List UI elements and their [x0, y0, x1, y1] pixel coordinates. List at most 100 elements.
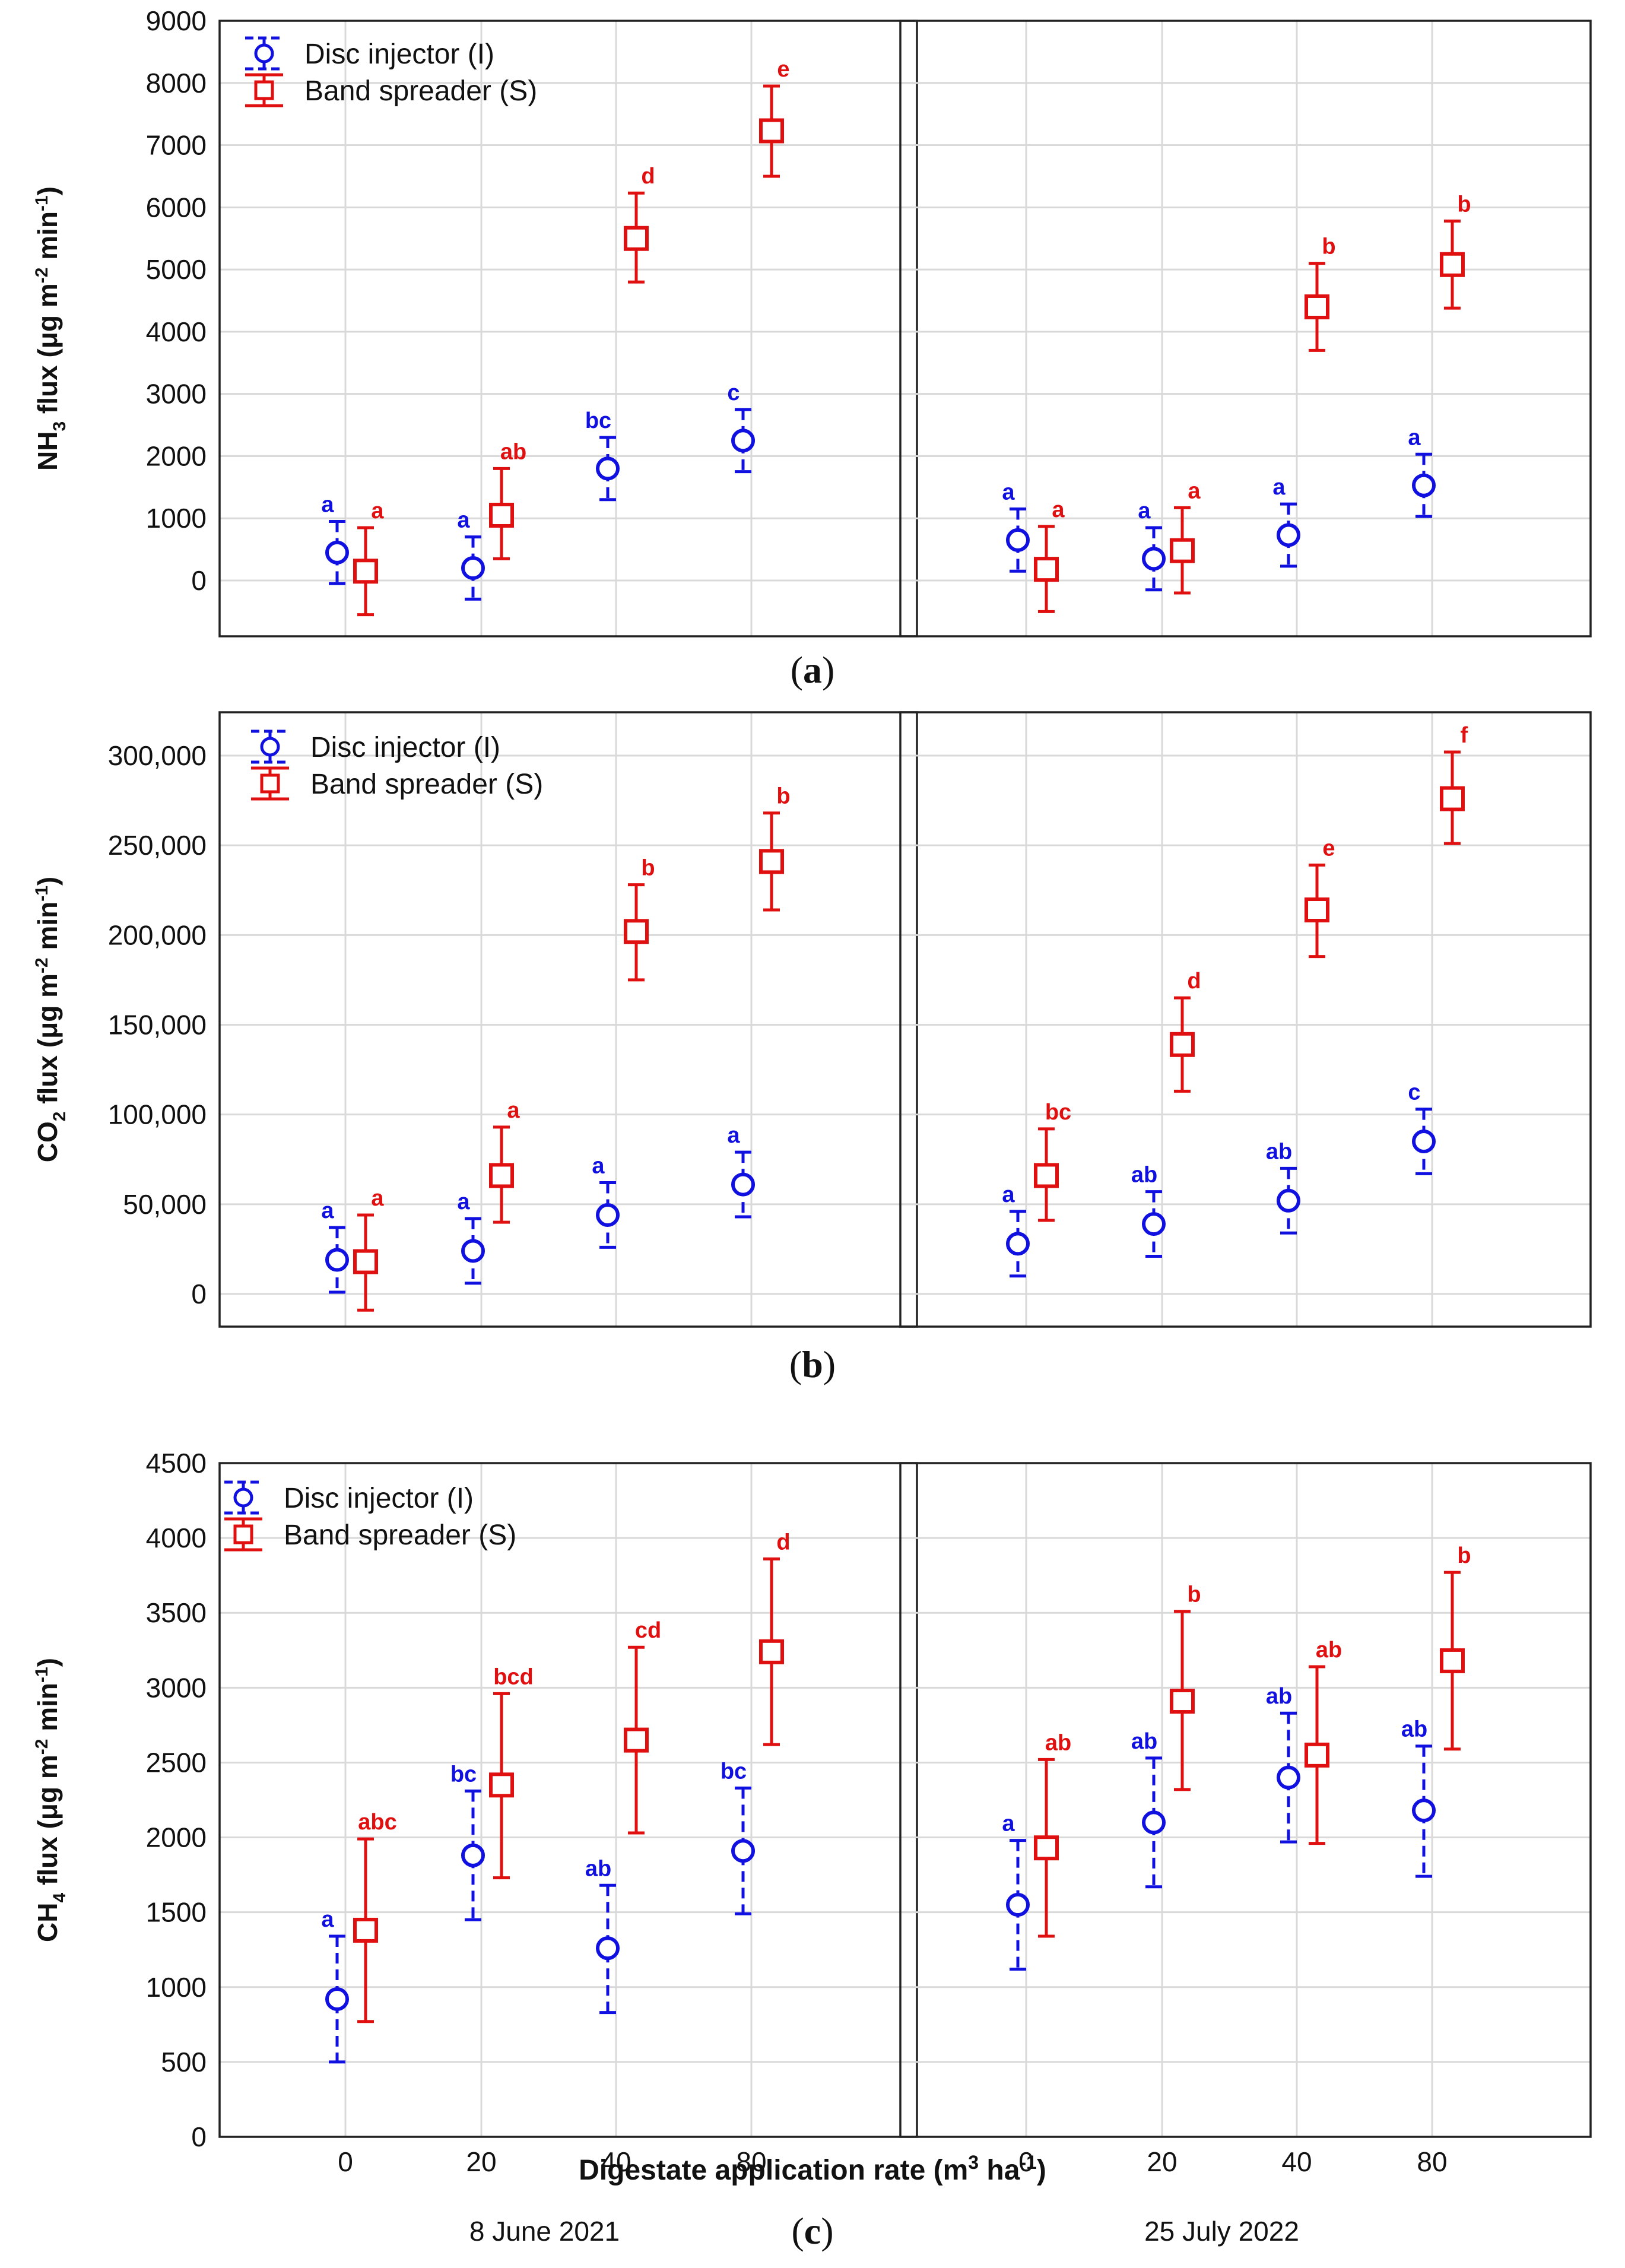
significance-letter: a: [1052, 497, 1065, 522]
significance-letter: a: [371, 499, 384, 524]
spreader-point: [489, 502, 514, 528]
y-tick-label: 300,000: [108, 740, 207, 771]
caption-letter: a: [803, 649, 822, 691]
injector-point: [1006, 1893, 1030, 1917]
y-tick-label: 5000: [146, 254, 207, 285]
significance-letter: c: [1408, 1080, 1420, 1105]
significance-letter: ab: [1266, 1684, 1292, 1709]
x-axis-title-part: -1: [1020, 2152, 1036, 2173]
y-axis-label-part: flux (μg m: [32, 1755, 63, 1893]
x-tick-label: 0: [338, 2146, 353, 2177]
significance-letter: a: [1002, 1812, 1015, 1836]
injector-point: [461, 556, 485, 581]
spreader-point: [624, 919, 649, 944]
significance-letter: b: [1322, 234, 1335, 259]
legend-spreader-marker: [254, 80, 274, 100]
significance-letter: a: [321, 1198, 334, 1223]
y-axis-label-part: 2: [50, 1112, 69, 1122]
spreader-point: [1305, 897, 1329, 923]
y-tick-label: 7000: [146, 130, 207, 161]
significance-letter: a: [371, 1186, 384, 1211]
legend-spreader-label: Band spreader (S): [304, 75, 537, 107]
significance-letter: abc: [358, 1810, 396, 1835]
panel-frame: [218, 20, 918, 637]
spreader-point: [759, 118, 784, 144]
y-axis-label-part: min: [32, 902, 63, 958]
significance-letter: bc: [1045, 1100, 1071, 1125]
y-tick-label: 6000: [146, 192, 207, 223]
y-tick-label: 2000: [146, 440, 207, 471]
spreader-point: [1440, 252, 1465, 277]
significance-letter: ab: [1131, 1729, 1157, 1754]
y-axis-label-part: flux (μg m: [32, 283, 63, 421]
significance-letter: b: [1187, 1582, 1201, 1607]
panel-date-label: 25 July 2022: [1144, 2216, 1299, 2247]
y-tick-label: 50,000: [123, 1189, 207, 1220]
significance-letter: b: [1457, 1543, 1471, 1568]
y-tick-label: 4000: [146, 316, 207, 347]
x-axis-title: Digestate application rate (m3 ha-1): [579, 2152, 1046, 2186]
panel-frame: [899, 1462, 1592, 2138]
injector-point: [461, 1843, 485, 1867]
y-tick-label: 4500: [146, 1448, 207, 1479]
x-tick-label: 80: [736, 2146, 766, 2177]
panel-caption: (b): [789, 1343, 836, 1385]
x-tick-label: 20: [466, 2146, 496, 2177]
legend-injector-marker: [233, 1487, 253, 1508]
y-axis-label: CO2 flux (μg m-2 min-1): [32, 877, 69, 1163]
injector-point: [1142, 1810, 1166, 1835]
y-axis-label-part: ): [32, 877, 63, 886]
panel-a-2: a a a a a a b b: [899, 20, 1592, 637]
injector-point: [1277, 1765, 1300, 1790]
y-axis-label-part: -1: [32, 195, 52, 211]
x-axis-title-part: Digestate application rate (m: [579, 2155, 968, 2186]
y-axis-label-part: flux (μg m: [32, 973, 63, 1112]
y-tick-label: 250,000: [108, 830, 207, 861]
legend-spreader-marker: [233, 1524, 253, 1544]
significance-letter: c: [727, 380, 739, 405]
caption-close: ): [823, 1343, 836, 1385]
legend-injector-label: Disc injector (I): [304, 39, 494, 70]
spreader-point: [1170, 1689, 1195, 1714]
significance-letter: a: [727, 1123, 740, 1148]
injector-point: [461, 1239, 485, 1263]
injector-point: [596, 456, 620, 481]
injector-point: [1142, 1212, 1166, 1236]
y-tick-label: 1000: [146, 1972, 207, 2003]
y-axis-label: CH4 flux (μg m-2 min-1): [32, 1658, 69, 1942]
chart-c: 050010001500200025003000350040004500CH4 …: [32, 1448, 1592, 2252]
x-tick-label: 40: [1281, 2146, 1312, 2177]
significance-letter: a: [1188, 478, 1201, 503]
y-axis-label-part: -1: [32, 1667, 52, 1683]
significance-letter: d: [1187, 969, 1201, 994]
y-tick-label: 100,000: [108, 1099, 207, 1130]
significance-letter: ab: [500, 439, 526, 464]
significance-letter: d: [641, 164, 655, 189]
spreader-point: [1034, 557, 1059, 582]
spreader-point: [489, 1772, 514, 1798]
x-tick-label: 20: [1147, 2146, 1177, 2177]
y-axis-label-part: ): [32, 1658, 63, 1667]
caption-open: (: [791, 649, 803, 691]
injector-point: [325, 1248, 349, 1272]
spreader-point: [353, 559, 378, 584]
significance-letter: ab: [585, 1856, 611, 1881]
significance-letter: ab: [1316, 1638, 1342, 1663]
y-axis-label-part: -2: [32, 1739, 52, 1755]
panel-frame: [218, 711, 918, 1328]
legend-spreader-label: Band spreader (S): [310, 769, 543, 800]
legend-injector-label: Disc injector (I): [310, 732, 500, 763]
y-tick-label: 3000: [146, 1672, 207, 1703]
spreader-point: [1440, 786, 1465, 811]
spreader-point: [624, 226, 649, 251]
y-tick-label: 3000: [146, 379, 207, 410]
caption-close: ): [821, 2210, 833, 2252]
legend: Disc injector (I) Band spreader (S): [224, 1480, 516, 1552]
injector-point: [1412, 1798, 1436, 1823]
panel-frame: [218, 1462, 918, 2138]
x-tick-label: 80: [1417, 2146, 1447, 2177]
injector-point: [731, 1839, 755, 1863]
injector-point: [1412, 473, 1436, 497]
injector-point: [1006, 1232, 1030, 1256]
